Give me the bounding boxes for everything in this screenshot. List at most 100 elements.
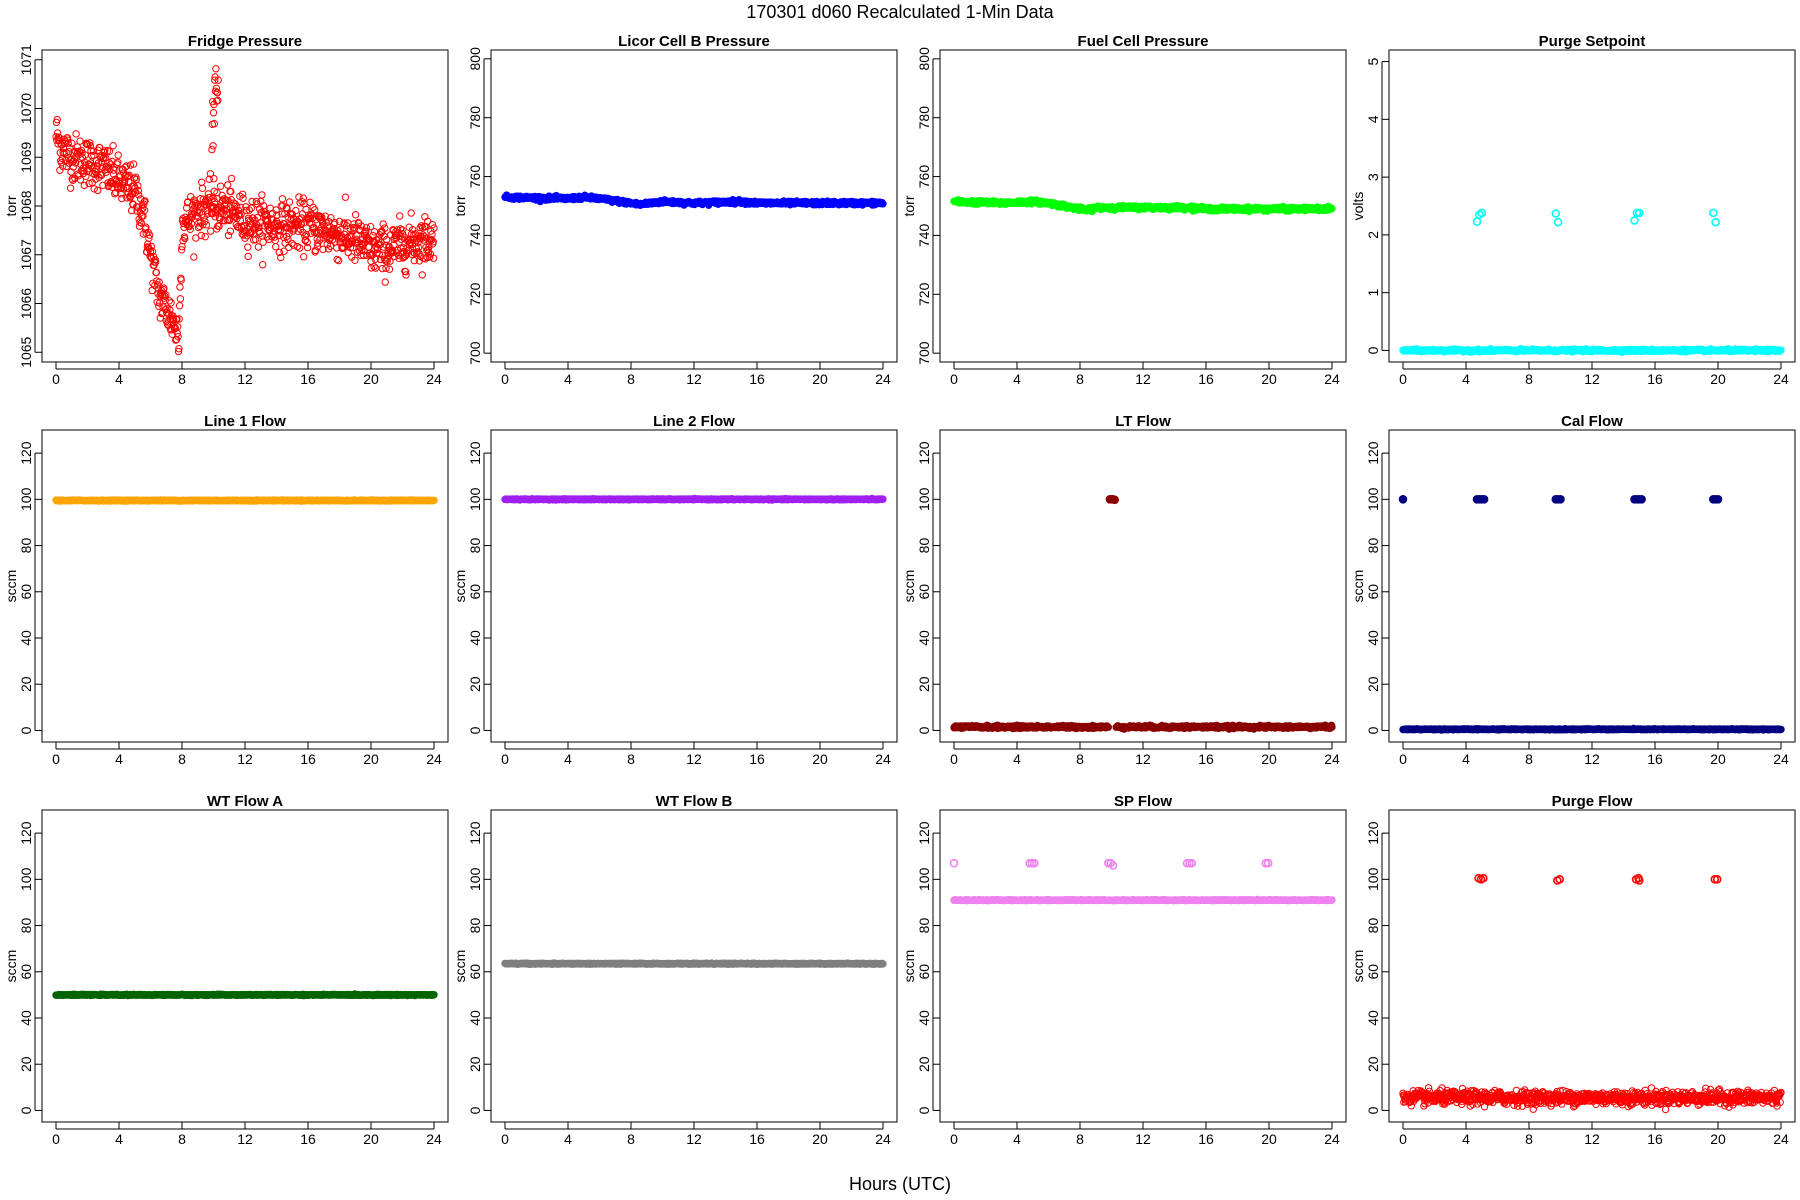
y-tick-label: 760 [916, 165, 932, 189]
y-tick-label: 780 [916, 106, 932, 130]
data-point [198, 184, 207, 193]
y-axis-label: torr [3, 195, 19, 216]
data-point [208, 145, 216, 154]
data-point [110, 166, 118, 174]
data-point [210, 174, 218, 183]
y-tick-label: 1065 [18, 336, 34, 367]
x-tick-label: 24 [1773, 371, 1789, 387]
x-tick-label: 4 [115, 371, 123, 387]
data-point [68, 175, 76, 183]
data-point [123, 173, 132, 181]
data-point [66, 144, 74, 152]
y-axis-label: sccm [901, 570, 917, 603]
data-point [96, 143, 104, 152]
plot-frame [490, 429, 898, 743]
data-point [76, 137, 84, 145]
data-point [68, 139, 76, 148]
data-point [72, 159, 80, 167]
y-tick-label: 2 [1365, 231, 1381, 239]
data-point [146, 252, 154, 260]
y-tick-label: 120 [916, 441, 932, 465]
figure-title: 170301 d060 Recalculated 1-Min Data [746, 2, 1054, 22]
data-point [127, 189, 135, 198]
data-point [175, 345, 183, 353]
data-point [57, 159, 66, 167]
data-point [372, 264, 380, 272]
data-point [148, 247, 157, 256]
x-tick-label: 8 [178, 371, 186, 387]
data-point [155, 302, 163, 310]
data-point [138, 204, 147, 213]
y-axis-label: volts [1350, 192, 1366, 221]
y-tick-label: 1070 [18, 93, 34, 124]
data-point [212, 65, 220, 73]
data-point [190, 253, 198, 261]
y-tick-label: 740 [916, 224, 932, 248]
x-tick-label: 0 [950, 371, 958, 387]
data-point [209, 142, 217, 150]
data-point [272, 243, 280, 251]
y-tick-label: 5 [1365, 57, 1381, 65]
data-point [135, 191, 143, 199]
data-point [109, 142, 117, 150]
y-tick-label: 120 [467, 441, 483, 465]
y-tick-label: 120 [18, 441, 34, 465]
x-tick-label: 4 [564, 751, 572, 767]
x-tick-label: 16 [1647, 371, 1663, 387]
y-tick-label: 40 [467, 630, 483, 646]
data-point [64, 139, 72, 147]
y-tick-label: 0 [916, 726, 932, 734]
data-point [1551, 209, 1561, 218]
data-point [379, 220, 387, 228]
series-points [950, 196, 1336, 216]
data-point [1777, 346, 1785, 354]
data-point [118, 194, 126, 203]
series-points [501, 494, 887, 504]
data-point [179, 237, 187, 245]
data-point [129, 160, 138, 168]
y-tick-label: 1066 [18, 288, 34, 319]
data-point [147, 242, 156, 251]
data-point [86, 139, 94, 147]
data-point [258, 191, 266, 199]
data-point [197, 231, 206, 240]
data-point [216, 182, 225, 190]
plot-frame [1388, 49, 1796, 363]
y-tick-label: 800 [467, 47, 483, 71]
y-tick-label: 0 [18, 726, 34, 734]
y-tick-label: 100 [18, 487, 34, 511]
data-point [68, 158, 77, 166]
series-points [52, 65, 438, 356]
x-tick-label: 4 [1462, 371, 1470, 387]
data-point [187, 220, 196, 228]
data-point [407, 209, 415, 217]
data-point [175, 302, 184, 310]
y-tick-label: 720 [916, 282, 932, 306]
x-tick-label: 24 [426, 751, 442, 767]
x-tick-label: 8 [1525, 371, 1533, 387]
data-point [174, 347, 183, 356]
data-point [173, 315, 181, 323]
data-point [177, 276, 185, 284]
data-point [85, 179, 93, 188]
y-tick-label: 80 [467, 538, 483, 554]
data-point [66, 184, 75, 192]
y-tick-label: 700 [916, 341, 932, 365]
data-point [278, 195, 287, 203]
data-point [94, 186, 102, 195]
x-tick-label: 4 [1013, 751, 1021, 767]
data-point [167, 299, 175, 307]
data-point [101, 154, 110, 162]
x-tick-label: 16 [1198, 371, 1214, 387]
data-point [1472, 217, 1482, 226]
y-tick-label: 1071 [18, 44, 34, 75]
panel-title: Line 2 Flow [653, 413, 735, 430]
data-point [80, 181, 89, 190]
data-point [175, 315, 183, 323]
x-tick-label: 20 [363, 371, 379, 387]
y-tick-label: 80 [18, 538, 34, 554]
data-point [130, 174, 139, 183]
